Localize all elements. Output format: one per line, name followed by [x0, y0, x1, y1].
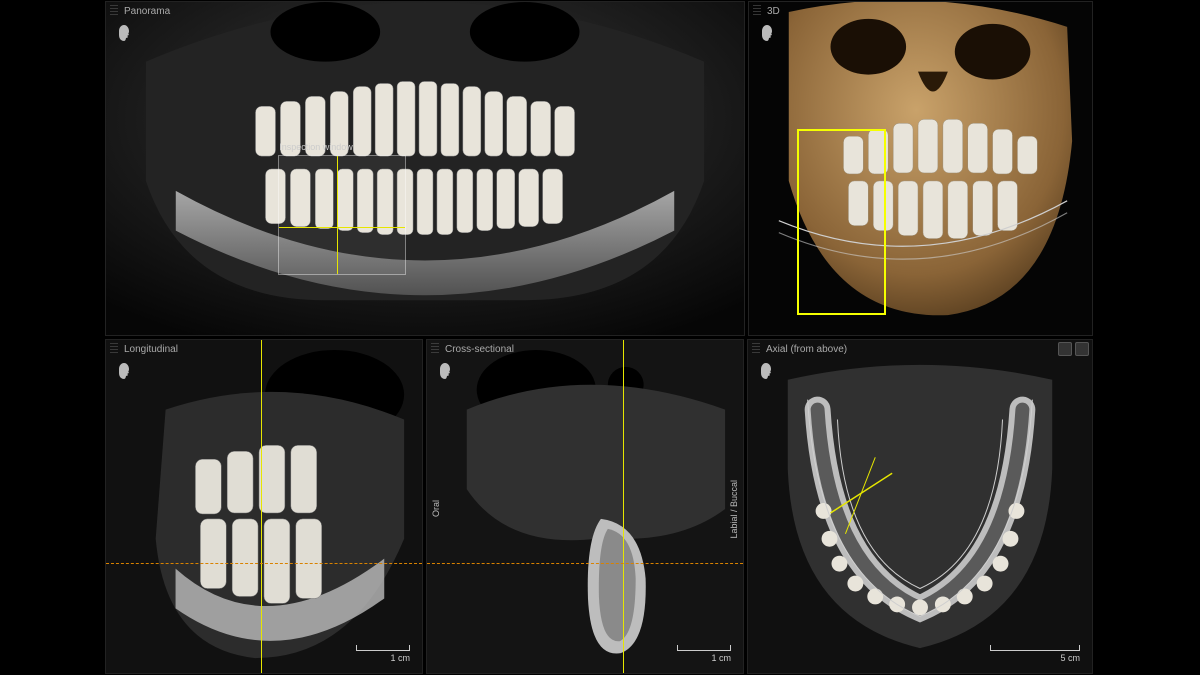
orientation-head-icon[interactable] [755, 22, 779, 46]
longitudinal-crosshair-v[interactable] [261, 340, 262, 673]
side-label-buccal: Labial / Buccal [729, 480, 739, 539]
cross-sectional-scale-label: 1 cm [711, 653, 731, 663]
cross-sectional-crosshair-v[interactable] [623, 340, 624, 673]
orientation-head-icon[interactable] [112, 22, 136, 46]
cross-sectional-image[interactable] [427, 340, 743, 673]
longitudinal-image[interactable] [106, 340, 422, 673]
cross-sectional-crosshair-h[interactable] [427, 563, 743, 564]
inspection-crosshair-v[interactable] [337, 156, 338, 274]
side-label-oral: Oral [431, 500, 441, 517]
orientation-head-icon[interactable] [112, 360, 136, 384]
axial-scale-label: 5 cm [1060, 653, 1080, 663]
inspection-crosshair-h[interactable] [279, 227, 405, 228]
orientation-head-icon[interactable] [433, 360, 457, 384]
scalebar-line [990, 645, 1080, 651]
row-top: Panorama [105, 1, 1095, 336]
scalebar-line [356, 645, 410, 651]
inspection-window-label: Inspection window [279, 142, 353, 152]
orientation-head-icon[interactable] [754, 360, 778, 384]
axial-scalebar: 5 cm [990, 645, 1080, 663]
axial-tool-icon[interactable] [1075, 342, 1089, 356]
panel-3d[interactable]: 3D [748, 1, 1093, 336]
volume3d-roi-box[interactable] [797, 129, 886, 315]
row-bottom: Longitudinal [105, 339, 1095, 674]
axial-tool-icon[interactable] [1058, 342, 1072, 356]
panorama-image[interactable] [106, 2, 744, 335]
inspection-window[interactable]: Inspection window [278, 155, 406, 275]
longitudinal-crosshair-h[interactable] [106, 563, 422, 564]
cross-sectional-scalebar: 1 cm [677, 645, 731, 663]
scalebar-line [677, 645, 731, 651]
panel-longitudinal[interactable]: Longitudinal [105, 339, 423, 674]
panel-axial[interactable]: Axial (from above) [747, 339, 1093, 674]
panel-panorama[interactable]: Panorama [105, 1, 745, 336]
axial-image[interactable] [748, 340, 1092, 673]
panel-cross-sectional[interactable]: Cross-sectional Oral Labial / Buccal 1 c… [426, 339, 744, 674]
longitudinal-scalebar: 1 cm [356, 645, 410, 663]
axial-tool-icons [1058, 342, 1089, 356]
imaging-viewport: Panorama [105, 0, 1095, 675]
longitudinal-scale-label: 1 cm [390, 653, 410, 663]
